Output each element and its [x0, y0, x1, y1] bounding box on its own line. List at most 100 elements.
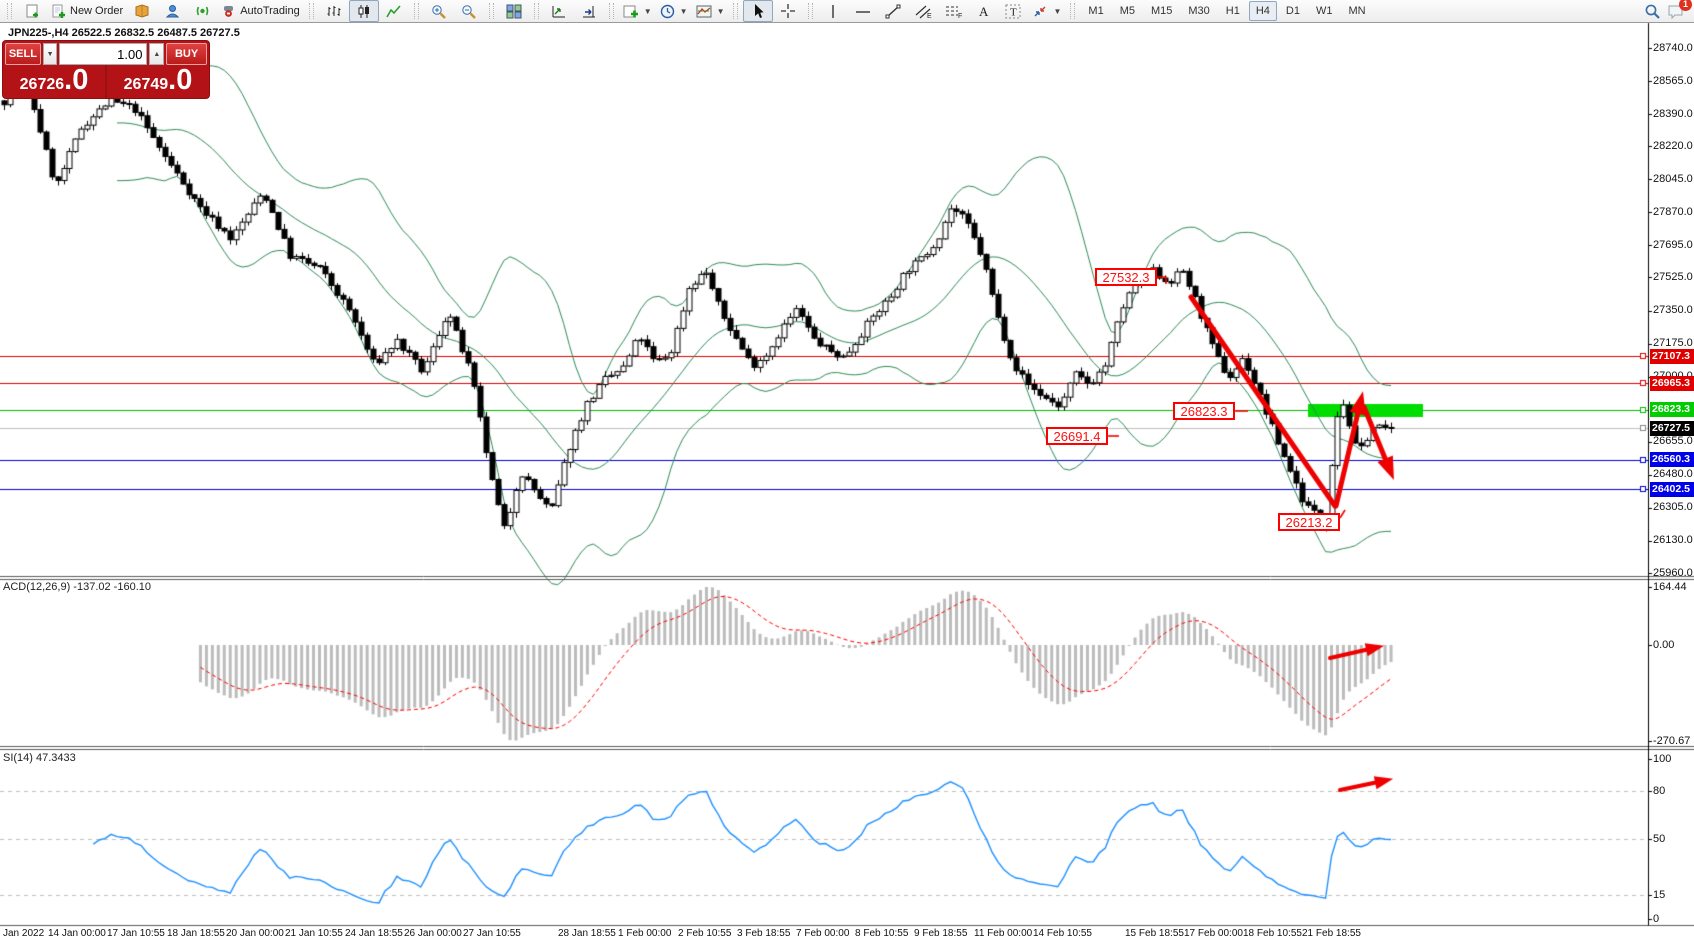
timeframe-h4[interactable]: H4: [1248, 1, 1277, 21]
sell-price-main: 26726: [19, 76, 65, 93]
bar-chart-mode-button[interactable]: [319, 0, 349, 22]
svg-text:A: A: [979, 4, 989, 19]
zoom-in-button[interactable]: [424, 0, 454, 22]
cursor-tool-button[interactable]: [743, 0, 774, 22]
chat-badge: 1: [1679, 0, 1692, 11]
auto-scroll-button[interactable]: [574, 0, 604, 22]
timeframe-group: M1 M5 M15 M30 H1 H4 D1 W1 MN: [1080, 1, 1373, 21]
indicator-axis-tick: 0.00: [1653, 638, 1675, 651]
timeframe-m5[interactable]: M5: [1119, 5, 1135, 17]
zoom-in-icon: [431, 4, 447, 19]
sell-button[interactable]: SELL: [5, 43, 41, 65]
time-label: 3 Feb 18:55: [737, 928, 791, 939]
toolbar-grip[interactable]: [533, 3, 539, 19]
time-label: 15 Feb 18:55: [1125, 928, 1184, 939]
add-indicator-button[interactable]: ▼: [619, 0, 656, 22]
indicator-axis-tick: 0: [1653, 912, 1660, 925]
sell-price[interactable]: 26726 .0: [3, 65, 105, 98]
horizontal-line-tool[interactable]: [848, 0, 878, 22]
toolbar-grip[interactable]: [488, 3, 494, 19]
search-icon[interactable]: [1644, 3, 1661, 20]
time-label: 27 Jan 10:55: [463, 928, 521, 939]
toolbar-grip[interactable]: [413, 3, 419, 19]
template-button[interactable]: ▼: [692, 0, 729, 22]
new-order-label: New Order: [70, 5, 124, 17]
price-annotation-box[interactable]: 26691.4: [1046, 427, 1108, 445]
trendline-tool[interactable]: [878, 0, 908, 22]
price-annotation-box[interactable]: 26213.2: [1278, 513, 1340, 531]
price-level-badge: 26727.5: [1650, 420, 1694, 436]
equidistant-channel-tool[interactable]: E: [908, 0, 938, 22]
toolbar-grip[interactable]: [7, 3, 12, 19]
buy-button[interactable]: BUY: [166, 43, 207, 65]
text-tool[interactable]: A: [968, 0, 998, 22]
line-chart-mode-button[interactable]: [379, 0, 409, 22]
price-level-badge: 27107.3: [1650, 348, 1694, 364]
zoom-out-button[interactable]: [454, 0, 484, 22]
time-label: 18 Feb 10:55: [1243, 928, 1302, 939]
toolbar-grip[interactable]: [808, 3, 814, 19]
svg-text:F: F: [958, 13, 962, 19]
toolbar-grip[interactable]: [1070, 3, 1076, 19]
fibonacci-icon: F: [945, 4, 962, 19]
chat-button[interactable]: 1: [1667, 0, 1692, 20]
timeframe-w1[interactable]: W1: [1315, 5, 1333, 17]
chart-shift-button[interactable]: [544, 0, 574, 22]
chevron-down-icon: ▼: [1053, 6, 1062, 16]
timeframe-d1[interactable]: D1: [1285, 5, 1300, 17]
fibonacci-tool[interactable]: F: [938, 0, 968, 22]
timeframe-m30[interactable]: M30: [1188, 5, 1210, 17]
tile-windows-icon: [506, 4, 522, 19]
timeframe-mn[interactable]: MN: [1348, 5, 1366, 17]
buy-price[interactable]: 26749 .0: [107, 65, 209, 98]
volume-decrease-button[interactable]: ▼: [42, 43, 58, 65]
signals-button[interactable]: [187, 0, 217, 22]
market-depth-button[interactable]: [127, 0, 157, 22]
timeframe-m1[interactable]: M1: [1088, 5, 1104, 17]
vertical-line-tool[interactable]: [818, 0, 848, 22]
price-divider: [105, 65, 107, 98]
toolbar-grip[interactable]: [608, 3, 614, 19]
indicator-axis-tick: -270.67: [1653, 734, 1691, 747]
time-label: 21 Jan 10:55: [285, 928, 343, 939]
volume-input[interactable]: [59, 43, 148, 65]
volume-increase-button[interactable]: ▲: [149, 43, 165, 65]
text-label-tool[interactable]: T: [998, 0, 1028, 22]
price-tick: 26655.0: [1653, 435, 1693, 448]
navigator-button[interactable]: [157, 0, 187, 22]
price-annotation-box[interactable]: 27532.3: [1095, 268, 1157, 286]
new-chart-button[interactable]: [17, 0, 47, 22]
autotrading-button[interactable]: AutoTrading: [217, 0, 304, 22]
doc-plus-icon: [25, 4, 40, 19]
price-tick: 26130.0: [1653, 534, 1693, 547]
arrows-icon: [1032, 4, 1048, 19]
price-level-badge: 26402.5: [1650, 481, 1694, 497]
period-button[interactable]: ▼: [656, 0, 692, 22]
tile-windows-button[interactable]: [499, 0, 529, 22]
vertical-line-icon: [827, 4, 839, 19]
arrows-tool[interactable]: ▼: [1028, 0, 1065, 22]
timeframe-m15[interactable]: M15: [1150, 5, 1173, 17]
price-annotation-box[interactable]: 26823.3: [1173, 402, 1235, 420]
time-label: 1 Feb 00:00: [618, 928, 672, 939]
price-tick: 27350.0: [1653, 304, 1693, 316]
buy-price-pips: .0: [168, 64, 193, 96]
time-label: 11 Feb 00:00: [974, 928, 1033, 939]
toolbar-grip[interactable]: [308, 3, 314, 19]
horizontal-line-icon: [855, 4, 871, 19]
toolbar-grip[interactable]: [733, 3, 739, 19]
time-label: 7 Feb 00:00: [796, 928, 850, 939]
chevron-down-icon: ▼: [643, 6, 652, 16]
candle-chart-mode-button[interactable]: [348, 0, 379, 22]
macd-indicator-label: ACD(12,26,9) -137.02 -160.10: [3, 581, 151, 593]
crosshair-icon: [780, 3, 796, 19]
indicator-axis-tick: 100: [1653, 752, 1672, 765]
chart-symbol-ohlc: JPN225-,H4 26522.5 26832.5 26487.5 26727…: [8, 27, 240, 39]
time-label: 18 Jan 18:55: [167, 928, 225, 939]
rsi-indicator-label: SI(14) 47.3433: [3, 752, 76, 764]
crosshair-tool-button[interactable]: [773, 0, 803, 22]
timeframe-h1[interactable]: H1: [1225, 5, 1240, 17]
template-icon: [696, 4, 712, 19]
new-order-button[interactable]: New Order: [47, 0, 127, 22]
